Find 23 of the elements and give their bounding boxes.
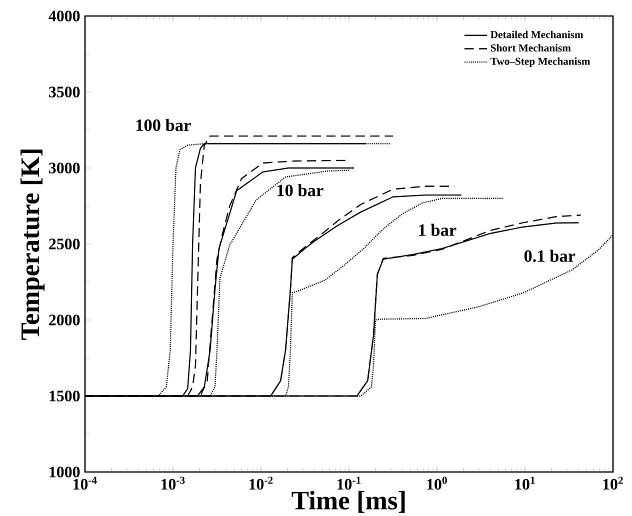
y-axis-title: Temperature [K] xyxy=(20,150,45,340)
x-tick-label: 10$^{-2}$ xyxy=(250,476,273,490)
y-tick-label: 1500 xyxy=(50,390,80,402)
x-axis-title: Time [ms] xyxy=(292,490,405,513)
y-tick-label: 1000 xyxy=(50,466,80,478)
x-tick-label: 10$^{-4}$ xyxy=(74,476,97,490)
legend-label: Two–Step Mechanism xyxy=(490,57,590,68)
x-tick-label: 10$^{2}$ xyxy=(603,476,623,490)
legend-label: Detailed Mechanism xyxy=(490,30,584,38)
y-tick-label: 2000 xyxy=(49,314,80,326)
x-tick-label: 10$^{0}$ xyxy=(427,476,447,490)
x-tick-label: 10$^{-1}$ xyxy=(338,476,361,490)
legend-label: Short Mechanism xyxy=(490,44,571,52)
y-tick-label: 3500 xyxy=(49,86,80,98)
y-tick-label: 3000 xyxy=(49,162,80,174)
annotation: 100 bar xyxy=(136,118,191,132)
x-tick-label: 10$^{1}$ xyxy=(515,476,535,490)
annotation: 10 bar xyxy=(278,184,324,196)
y-tick-label: 2500 xyxy=(49,238,80,250)
y-tick-label: 4000 xyxy=(48,10,80,22)
annotation: 1 bar xyxy=(419,224,456,236)
annotation: 0.1 bar xyxy=(524,250,576,262)
x-tick-label: 10$^{-3}$ xyxy=(162,476,185,490)
